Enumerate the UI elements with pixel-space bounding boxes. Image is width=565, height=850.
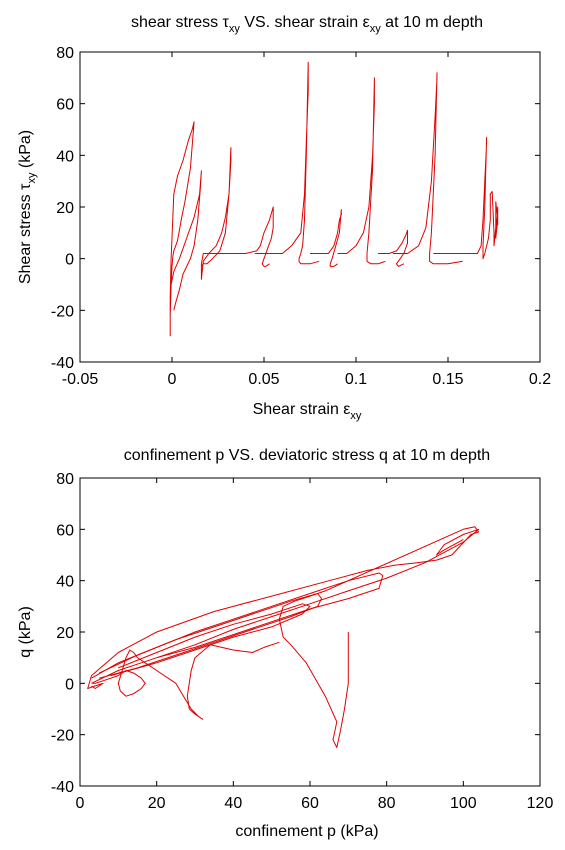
x-tick-label: -0.05	[62, 371, 99, 388]
y-tick-label: 80	[56, 45, 74, 62]
plot-area	[79, 477, 541, 787]
y-tick-label: 60	[56, 97, 74, 114]
series-line-5	[310, 209, 342, 267]
series-line-5	[110, 603, 311, 677]
y-tick-label: 80	[56, 471, 74, 488]
chart-shear-stress-strain: shear stress τxy VS. shear strain εxy at…	[17, 14, 551, 422]
series-line-9	[433, 136, 499, 260]
x-tick-label: 100	[450, 795, 477, 812]
chart-title: shear stress τxy VS. shear strain εxy at…	[131, 14, 483, 35]
series-line-7	[378, 229, 408, 267]
x-tick-label: 60	[301, 795, 319, 812]
y-tick-label: 40	[56, 148, 74, 165]
y-tick-label: 20	[56, 625, 74, 642]
y-tick-label: 0	[65, 676, 74, 693]
series-line-6	[156, 528, 480, 659]
y-axis-label: q (kPa)	[17, 606, 34, 658]
chart-title: confinement p VS. deviatoric stress q at…	[124, 447, 490, 464]
series-line-6	[337, 77, 386, 265]
series-line-3	[91, 572, 384, 684]
x-axis-label: confinement p (kPa)	[235, 823, 378, 840]
y-tick-label: -40	[51, 779, 74, 796]
x-tick-label: 40	[224, 795, 242, 812]
x-axis-label: Shear strain εxy	[253, 401, 362, 422]
y-tick-label: -40	[51, 355, 74, 372]
y-tick-label: -20	[51, 303, 74, 320]
y-tick-label: -20	[51, 728, 74, 745]
x-tick-label: 20	[148, 795, 166, 812]
series-line-1	[169, 121, 202, 337]
x-tick-label: 0	[168, 371, 177, 388]
series-line-2	[91, 641, 280, 720]
series-line-8	[392, 72, 463, 265]
x-tick-label: 0.2	[529, 371, 551, 388]
x-tick-label: 0.1	[345, 371, 367, 388]
x-tick-label: 0.15	[432, 371, 463, 388]
x-tick-label: 120	[527, 795, 554, 812]
y-tick-label: 20	[56, 200, 74, 217]
series-line-3	[208, 206, 274, 267]
series-line-2	[200, 147, 232, 280]
x-tick-label: 0.05	[248, 371, 279, 388]
y-tick-label: 40	[56, 574, 74, 591]
plot-area	[79, 51, 541, 363]
chart-confinement-deviatoric: confinement p VS. deviatoric stress q at…	[17, 447, 553, 840]
y-axis-label: Shear stress τxy (kPa)	[17, 130, 38, 284]
x-tick-label: 80	[378, 795, 396, 812]
y-tick-label: 0	[65, 252, 74, 269]
x-tick-label: 0	[76, 795, 85, 812]
series-group	[169, 61, 499, 337]
series-line-1	[87, 526, 480, 748]
axis-ticks: -0.05 0 0.05 0.1 0.15 0.2 -40 -20 0 20 40 60 80	[51, 45, 551, 388]
y-tick-label: 60	[56, 522, 74, 539]
series-line-4	[254, 61, 320, 265]
series-group	[87, 526, 480, 748]
series-line-4	[98, 593, 322, 679]
axis-ticks: 0 20 40 60 80 100 120 -40 -20 0 20 40 60 80	[51, 471, 554, 812]
